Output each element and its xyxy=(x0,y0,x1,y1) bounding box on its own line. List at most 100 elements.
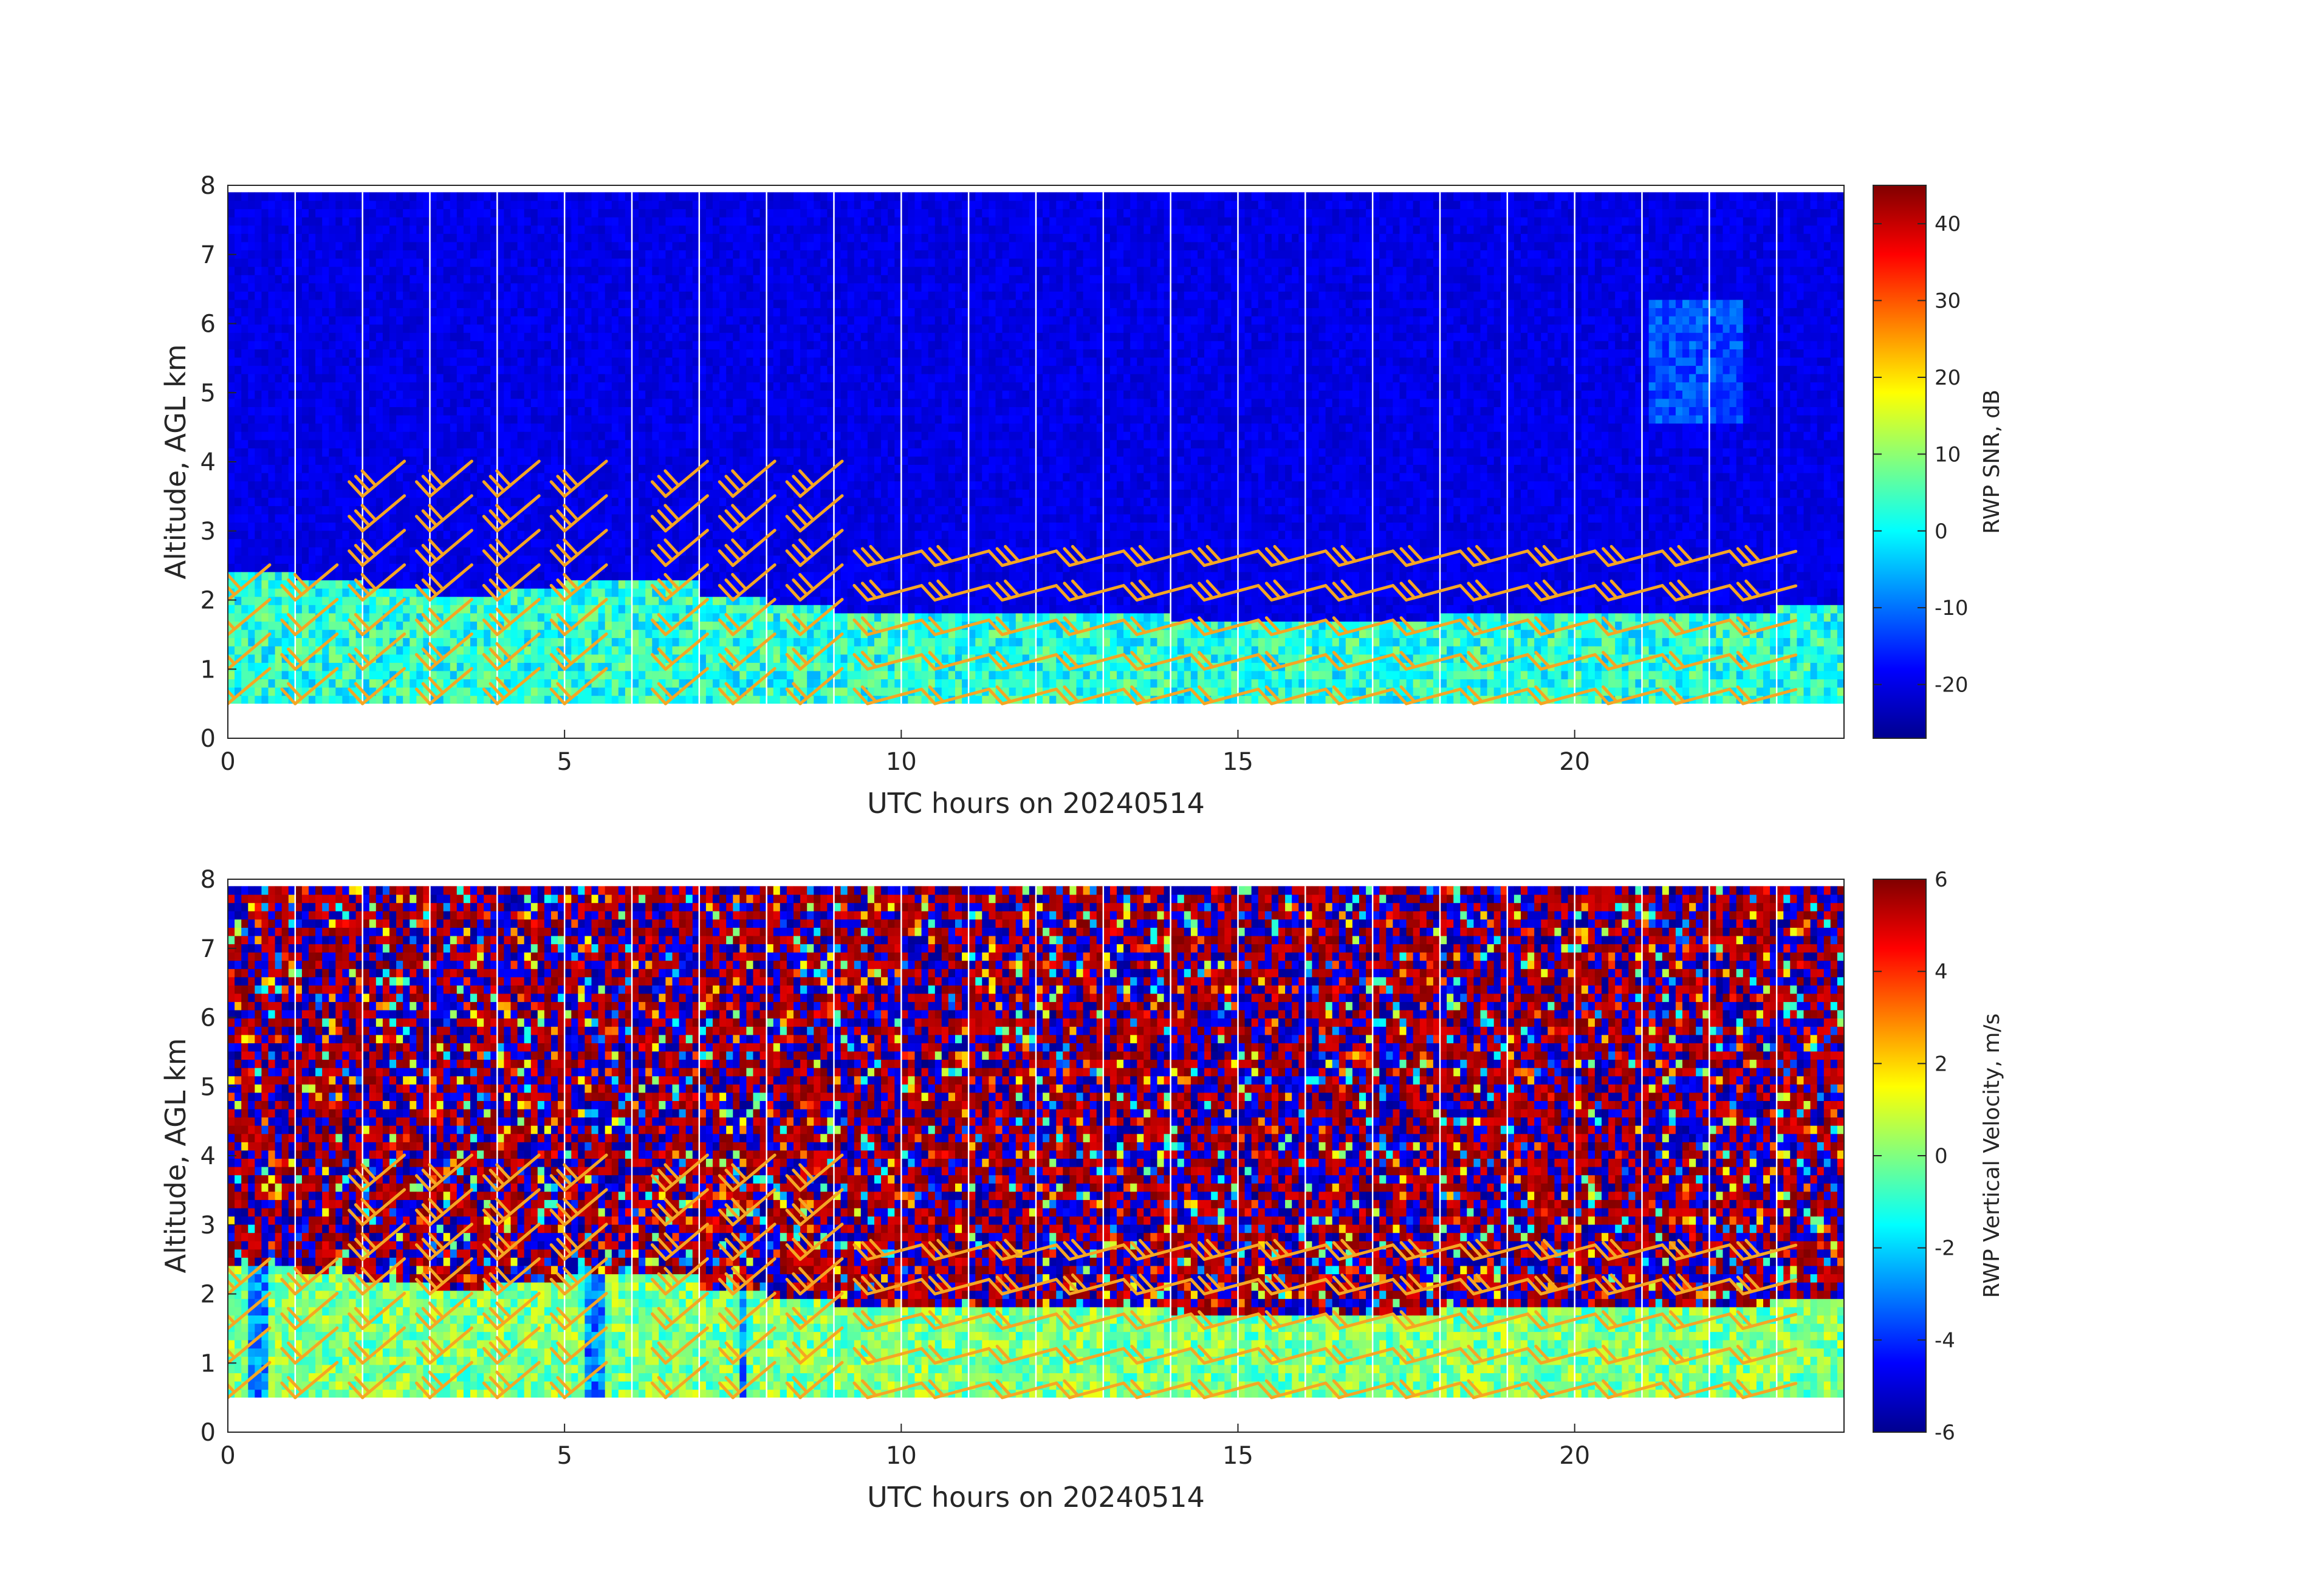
snr-cell xyxy=(692,374,700,383)
snr-cell xyxy=(692,307,700,317)
snr-cell xyxy=(268,390,276,399)
snr-cell xyxy=(477,612,484,622)
snr-cell xyxy=(248,530,255,540)
snr-cell xyxy=(685,621,693,630)
snr-cell xyxy=(551,670,558,679)
snr-cell xyxy=(322,489,329,498)
snr-cell xyxy=(537,588,545,597)
snr-cell xyxy=(719,464,727,473)
snr-cell xyxy=(349,464,357,473)
snr-cell xyxy=(261,365,269,374)
snr-cell xyxy=(241,522,249,531)
snr-cell xyxy=(315,258,323,267)
snr-cell xyxy=(530,547,538,556)
snr-cell xyxy=(315,365,323,374)
snr-cell xyxy=(692,679,700,688)
snr-cell xyxy=(591,646,599,655)
snr-cell xyxy=(268,324,276,333)
snr-cell xyxy=(699,423,707,432)
snr-cell xyxy=(497,612,504,622)
snr-cell xyxy=(679,473,687,482)
snr-cell xyxy=(713,695,720,704)
snr-cell xyxy=(632,201,639,210)
snr-cell xyxy=(713,201,720,210)
snr-cell xyxy=(759,555,767,564)
snr-cell xyxy=(639,241,646,250)
snr-cell xyxy=(584,201,592,210)
snr-cell xyxy=(584,423,592,432)
snr-cell xyxy=(355,555,363,564)
snr-cell xyxy=(652,448,659,457)
snr-cell xyxy=(490,390,498,399)
snr-cell xyxy=(382,612,390,622)
snr-cell xyxy=(558,588,565,597)
snr-cell xyxy=(739,695,747,704)
snr-cell xyxy=(632,390,639,399)
snr-cell xyxy=(685,596,693,605)
snr-cell xyxy=(591,588,599,597)
snr-cell xyxy=(639,283,646,292)
snr-cell xyxy=(705,473,713,482)
snr-cell xyxy=(396,571,403,581)
snr-cell xyxy=(692,497,700,506)
snr-cell xyxy=(436,563,444,572)
snr-cell xyxy=(342,316,350,325)
snr-cell xyxy=(591,217,599,226)
snr-cell xyxy=(605,621,612,630)
snr-cell xyxy=(618,621,626,630)
snr-cell xyxy=(309,349,316,358)
snr-cell xyxy=(618,547,626,556)
snr-cell xyxy=(632,506,639,515)
snr-cell xyxy=(309,192,316,201)
snr-cell xyxy=(470,340,478,349)
snr-cell xyxy=(591,374,599,383)
snr-cell xyxy=(759,299,767,309)
snr-cell xyxy=(517,225,525,234)
snr-cell xyxy=(558,473,565,482)
snr-cell xyxy=(692,316,700,325)
snr-cell xyxy=(329,307,336,317)
snr-cell xyxy=(410,687,417,696)
snr-cell xyxy=(598,439,606,448)
snr-cell xyxy=(268,596,276,605)
snr-cell xyxy=(281,605,289,614)
snr-cell xyxy=(255,612,262,622)
snr-cell xyxy=(605,266,612,275)
snr-cell xyxy=(410,324,417,333)
snr-cell xyxy=(362,299,370,309)
snr-cell xyxy=(605,687,612,696)
snr-cell xyxy=(261,679,269,688)
snr-cell xyxy=(235,233,242,242)
snr-cell xyxy=(450,670,458,679)
snr-cell xyxy=(484,456,491,465)
snr-cell xyxy=(389,497,397,506)
snr-cell xyxy=(369,258,377,267)
snr-cell xyxy=(335,612,343,622)
snr-cell xyxy=(235,563,242,572)
snr-cell xyxy=(443,473,451,482)
snr-cell xyxy=(504,423,512,432)
snr-cell xyxy=(665,390,673,399)
snr-cell xyxy=(504,201,512,210)
snr-cell xyxy=(309,382,316,391)
snr-cell xyxy=(598,629,606,639)
snr-cell xyxy=(705,423,713,432)
snr-cell xyxy=(639,654,646,663)
snr-cell xyxy=(355,250,363,259)
snr-cell xyxy=(504,679,512,688)
snr-cell xyxy=(639,448,646,457)
snr-cell xyxy=(329,473,336,482)
snr-cell xyxy=(544,192,552,201)
snr-cell xyxy=(598,571,606,581)
snr-cell xyxy=(692,299,700,309)
snr-cell xyxy=(443,192,451,201)
snr-cell xyxy=(268,571,276,581)
snr-cell xyxy=(423,406,431,416)
snr-cell xyxy=(349,316,357,325)
snr-cell xyxy=(355,423,363,432)
snr-cell xyxy=(477,662,484,671)
snr-cell xyxy=(477,605,484,614)
snr-cell xyxy=(685,241,693,250)
snr-cell xyxy=(235,201,242,210)
snr-cell xyxy=(248,266,255,275)
